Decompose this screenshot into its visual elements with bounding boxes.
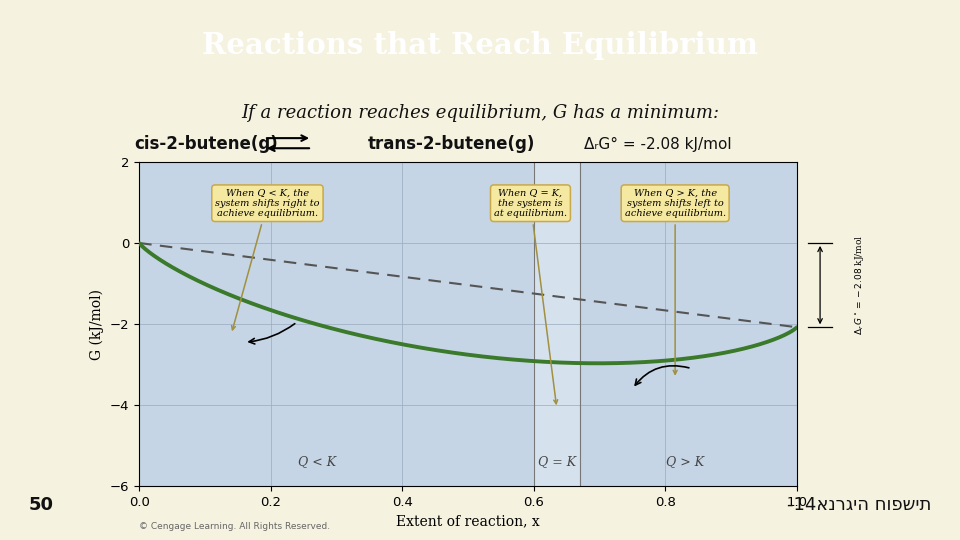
Text: If a reaction reaches equilibrium, G has a minimum:: If a reaction reaches equilibrium, G has… bbox=[241, 104, 719, 122]
Text: ΔᵣG° = -2.08 kJ/mol: ΔᵣG° = -2.08 kJ/mol bbox=[584, 137, 732, 152]
Text: $\Delta_r\,G^\circ = -2.08$ kJ/mol: $\Delta_r\,G^\circ = -2.08$ kJ/mol bbox=[852, 235, 866, 335]
Y-axis label: G (kJ/mol): G (kJ/mol) bbox=[90, 288, 105, 360]
Text: trans-2-butene(g): trans-2-butene(g) bbox=[368, 135, 535, 153]
Text: © Cengage Learning. All Rights Reserved.: © Cengage Learning. All Rights Reserved. bbox=[139, 522, 330, 531]
X-axis label: Extent of reaction, x: Extent of reaction, x bbox=[396, 514, 540, 528]
Bar bbox=[139, 162, 534, 486]
Bar bbox=[534, 162, 580, 486]
Text: When Q < K, the
system shifts right to
achieve equilibrium.: When Q < K, the system shifts right to a… bbox=[215, 188, 320, 330]
Text: Reactions that Reach Equilibrium: Reactions that Reach Equilibrium bbox=[202, 31, 758, 60]
Text: cis-2-butene(g): cis-2-butene(g) bbox=[134, 135, 278, 153]
Bar bbox=[580, 162, 797, 486]
Text: Q = K: Q = K bbox=[538, 455, 576, 468]
Text: -14אנרגיה חופשית: -14אנרגיה חופשית bbox=[787, 496, 931, 514]
Text: Q < K: Q < K bbox=[298, 455, 336, 468]
Text: 50: 50 bbox=[29, 496, 54, 514]
Text: Q > K: Q > K bbox=[666, 455, 704, 468]
Text: When Q > K, the
system shifts left to
achieve equilibrium.: When Q > K, the system shifts left to ac… bbox=[625, 188, 726, 374]
Text: When Q = K,
the system is
at equilibrium.: When Q = K, the system is at equilibrium… bbox=[493, 188, 567, 404]
